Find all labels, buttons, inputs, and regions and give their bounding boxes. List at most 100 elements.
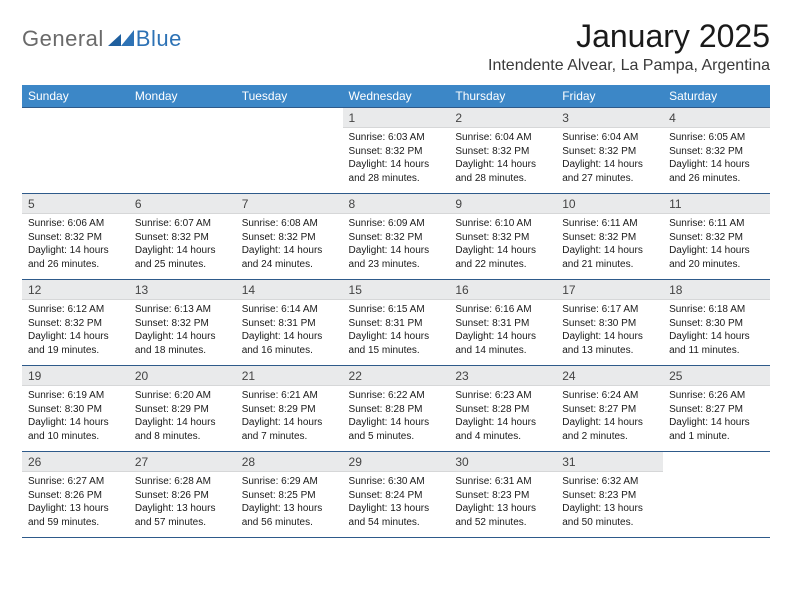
calendar-day-cell: 1Sunrise: 6:03 AMSunset: 8:32 PMDaylight… <box>343 108 450 194</box>
sunrise-line: Sunrise: 6:09 AM <box>349 217 444 231</box>
day-details: Sunrise: 6:29 AMSunset: 8:25 PMDaylight:… <box>236 472 343 533</box>
daylight-line: Daylight: 14 hours and 28 minutes. <box>455 158 550 185</box>
sunset-line: Sunset: 8:27 PM <box>669 403 764 417</box>
sunset-line: Sunset: 8:32 PM <box>349 231 444 245</box>
day-number: 6 <box>129 194 236 214</box>
day-details: Sunrise: 6:30 AMSunset: 8:24 PMDaylight:… <box>343 472 450 533</box>
calendar-day-cell: 19Sunrise: 6:19 AMSunset: 8:30 PMDayligh… <box>22 366 129 452</box>
sunrise-line: Sunrise: 6:04 AM <box>455 131 550 145</box>
daylight-line: Daylight: 14 hours and 11 minutes. <box>669 330 764 357</box>
day-details: Sunrise: 6:20 AMSunset: 8:29 PMDaylight:… <box>129 386 236 447</box>
daylight-line: Daylight: 14 hours and 22 minutes. <box>455 244 550 271</box>
sunrise-line: Sunrise: 6:12 AM <box>28 303 123 317</box>
calendar-row: 26Sunrise: 6:27 AMSunset: 8:26 PMDayligh… <box>22 452 770 538</box>
day-number: 23 <box>449 366 556 386</box>
sunrise-line: Sunrise: 6:26 AM <box>669 389 764 403</box>
day-number: 5 <box>22 194 129 214</box>
sunset-line: Sunset: 8:32 PM <box>562 231 657 245</box>
sunset-line: Sunset: 8:32 PM <box>28 231 123 245</box>
calendar-row: 19Sunrise: 6:19 AMSunset: 8:30 PMDayligh… <box>22 366 770 452</box>
sunrise-line: Sunrise: 6:13 AM <box>135 303 230 317</box>
sunrise-line: Sunrise: 6:14 AM <box>242 303 337 317</box>
calendar-day-cell: 7Sunrise: 6:08 AMSunset: 8:32 PMDaylight… <box>236 194 343 280</box>
day-number: 31 <box>556 452 663 472</box>
weekday-header-cell: Saturday <box>663 85 770 108</box>
daylight-line: Daylight: 14 hours and 5 minutes. <box>349 416 444 443</box>
calendar-day-cell: 21Sunrise: 6:21 AMSunset: 8:29 PMDayligh… <box>236 366 343 452</box>
calendar-day-cell: 6Sunrise: 6:07 AMSunset: 8:32 PMDaylight… <box>129 194 236 280</box>
calendar-row: 12Sunrise: 6:12 AMSunset: 8:32 PMDayligh… <box>22 280 770 366</box>
daylight-line: Daylight: 14 hours and 8 minutes. <box>135 416 230 443</box>
day-number: 28 <box>236 452 343 472</box>
sunset-line: Sunset: 8:23 PM <box>455 489 550 503</box>
daylight-line: Daylight: 14 hours and 23 minutes. <box>349 244 444 271</box>
day-number: 16 <box>449 280 556 300</box>
day-details: Sunrise: 6:16 AMSunset: 8:31 PMDaylight:… <box>449 300 556 361</box>
calendar-day-cell: 20Sunrise: 6:20 AMSunset: 8:29 PMDayligh… <box>129 366 236 452</box>
day-number: 15 <box>343 280 450 300</box>
calendar-day-cell: 11Sunrise: 6:11 AMSunset: 8:32 PMDayligh… <box>663 194 770 280</box>
day-number: 11 <box>663 194 770 214</box>
daylight-line: Daylight: 14 hours and 2 minutes. <box>562 416 657 443</box>
daylight-line: Daylight: 14 hours and 19 minutes. <box>28 330 123 357</box>
sunrise-line: Sunrise: 6:28 AM <box>135 475 230 489</box>
day-number: 20 <box>129 366 236 386</box>
sunset-line: Sunset: 8:32 PM <box>455 231 550 245</box>
calendar-day-cell: 23Sunrise: 6:23 AMSunset: 8:28 PMDayligh… <box>449 366 556 452</box>
daylight-line: Daylight: 14 hours and 4 minutes. <box>455 416 550 443</box>
sunrise-line: Sunrise: 6:31 AM <box>455 475 550 489</box>
day-number: 8 <box>343 194 450 214</box>
sunrise-line: Sunrise: 6:15 AM <box>349 303 444 317</box>
calendar-body: 1Sunrise: 6:03 AMSunset: 8:32 PMDaylight… <box>22 108 770 538</box>
sunrise-line: Sunrise: 6:06 AM <box>28 217 123 231</box>
day-details: Sunrise: 6:11 AMSunset: 8:32 PMDaylight:… <box>663 214 770 275</box>
day-number: 22 <box>343 366 450 386</box>
day-number: 2 <box>449 108 556 128</box>
calendar-day-cell: 9Sunrise: 6:10 AMSunset: 8:32 PMDaylight… <box>449 194 556 280</box>
page-title: January 2025 <box>488 18 770 55</box>
calendar-day-cell: 27Sunrise: 6:28 AMSunset: 8:26 PMDayligh… <box>129 452 236 538</box>
day-details: Sunrise: 6:14 AMSunset: 8:31 PMDaylight:… <box>236 300 343 361</box>
sunset-line: Sunset: 8:32 PM <box>669 145 764 159</box>
header: General Blue January 2025 Intendente Alv… <box>22 18 770 81</box>
sunset-line: Sunset: 8:26 PM <box>135 489 230 503</box>
calendar-day-cell: 13Sunrise: 6:13 AMSunset: 8:32 PMDayligh… <box>129 280 236 366</box>
daylight-line: Daylight: 14 hours and 7 minutes. <box>242 416 337 443</box>
sunset-line: Sunset: 8:27 PM <box>562 403 657 417</box>
day-number: 19 <box>22 366 129 386</box>
calendar-empty-cell <box>22 108 129 194</box>
calendar-row: 1Sunrise: 6:03 AMSunset: 8:32 PMDaylight… <box>22 108 770 194</box>
calendar-row: 5Sunrise: 6:06 AMSunset: 8:32 PMDaylight… <box>22 194 770 280</box>
sunset-line: Sunset: 8:32 PM <box>242 231 337 245</box>
sunset-line: Sunset: 8:25 PM <box>242 489 337 503</box>
sunrise-line: Sunrise: 6:30 AM <box>349 475 444 489</box>
sunset-line: Sunset: 8:32 PM <box>669 231 764 245</box>
day-details: Sunrise: 6:19 AMSunset: 8:30 PMDaylight:… <box>22 386 129 447</box>
sunset-line: Sunset: 8:32 PM <box>135 317 230 331</box>
sunset-line: Sunset: 8:31 PM <box>349 317 444 331</box>
day-number: 24 <box>556 366 663 386</box>
sunset-line: Sunset: 8:23 PM <box>562 489 657 503</box>
day-details: Sunrise: 6:05 AMSunset: 8:32 PMDaylight:… <box>663 128 770 189</box>
sunset-line: Sunset: 8:32 PM <box>28 317 123 331</box>
day-number: 14 <box>236 280 343 300</box>
weekday-header-cell: Wednesday <box>343 85 450 108</box>
sunset-line: Sunset: 8:29 PM <box>242 403 337 417</box>
day-number: 27 <box>129 452 236 472</box>
day-details: Sunrise: 6:11 AMSunset: 8:32 PMDaylight:… <box>556 214 663 275</box>
sunrise-line: Sunrise: 6:19 AM <box>28 389 123 403</box>
sunrise-line: Sunrise: 6:03 AM <box>349 131 444 145</box>
day-details: Sunrise: 6:09 AMSunset: 8:32 PMDaylight:… <box>343 214 450 275</box>
sunset-line: Sunset: 8:28 PM <box>349 403 444 417</box>
day-number: 29 <box>343 452 450 472</box>
day-details: Sunrise: 6:12 AMSunset: 8:32 PMDaylight:… <box>22 300 129 361</box>
sunset-line: Sunset: 8:31 PM <box>242 317 337 331</box>
day-details: Sunrise: 6:04 AMSunset: 8:32 PMDaylight:… <box>556 128 663 189</box>
sunset-line: Sunset: 8:32 PM <box>562 145 657 159</box>
day-details: Sunrise: 6:07 AMSunset: 8:32 PMDaylight:… <box>129 214 236 275</box>
daylight-line: Daylight: 14 hours and 20 minutes. <box>669 244 764 271</box>
day-details: Sunrise: 6:10 AMSunset: 8:32 PMDaylight:… <box>449 214 556 275</box>
daylight-line: Daylight: 14 hours and 14 minutes. <box>455 330 550 357</box>
sunrise-line: Sunrise: 6:22 AM <box>349 389 444 403</box>
day-details: Sunrise: 6:17 AMSunset: 8:30 PMDaylight:… <box>556 300 663 361</box>
